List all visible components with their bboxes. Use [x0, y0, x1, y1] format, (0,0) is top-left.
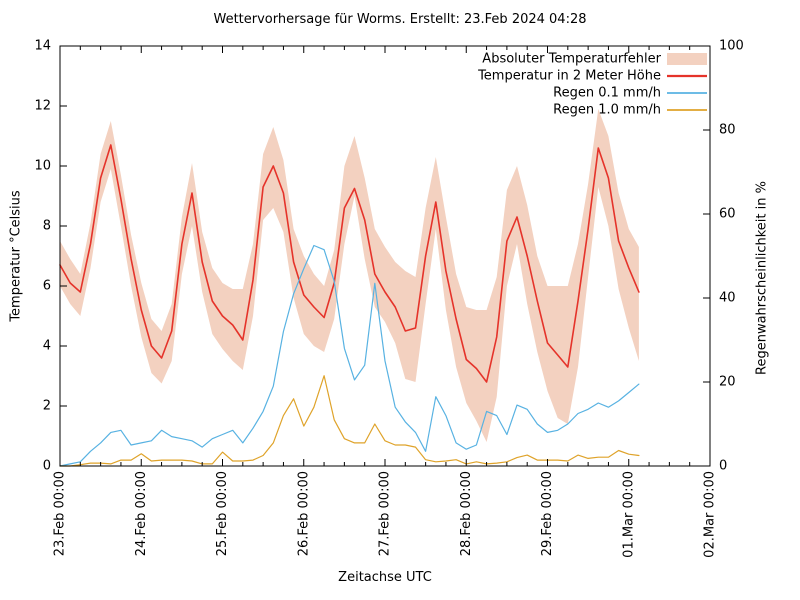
x-tick-label: 26.Feb 00:00 [296, 471, 311, 556]
y-left-tick-label: 8 [43, 219, 51, 234]
y-right-tick-label: 100 [719, 39, 744, 54]
y-left-tick-label: 4 [43, 339, 51, 354]
x-tick-label: 25.Feb 00:00 [215, 471, 230, 556]
y-right-tick-label: 80 [719, 123, 736, 138]
y-left-tick-label: 6 [43, 279, 51, 294]
x-tick-label: 23.Feb 00:00 [53, 471, 68, 556]
x-tick-label: 29.Feb 00:00 [540, 471, 555, 556]
x-tick-label: 27.Feb 00:00 [378, 471, 393, 556]
y-left-tick-label: 10 [34, 159, 51, 174]
error-band [60, 109, 639, 442]
legend-label-2: Regen 0.1 mm/h [553, 86, 661, 101]
y-left-tick-label: 0 [43, 459, 51, 474]
chart-title: Wettervorhersage für Worms. Erstellt: 23… [213, 12, 587, 27]
x-tick-label: 28.Feb 00:00 [459, 471, 474, 556]
legend-label-1: Temperatur in 2 Meter Höhe [477, 69, 661, 84]
y-left-tick-label: 14 [34, 39, 51, 54]
legend-swatch-band [667, 53, 707, 65]
x-tick-label: 02.Mar 00:00 [703, 471, 718, 558]
y-left-tick-label: 12 [34, 99, 51, 114]
x-tick-label: 01.Mar 00:00 [621, 471, 636, 558]
y-right-tick-label: 40 [719, 291, 736, 306]
y-right-tick-label: 0 [719, 459, 727, 474]
x-axis-label: Zeitachse UTC [338, 570, 432, 585]
y-right-tick-label: 20 [719, 375, 736, 390]
y-right-tick-label: 60 [719, 207, 736, 222]
legend-label-0: Absoluter Temperaturfehler [482, 52, 661, 67]
series-line-0 [59, 144, 640, 383]
series-line-2 [59, 375, 640, 467]
legend-label-3: Regen 1.0 mm/h [553, 103, 661, 118]
y-left-tick-label: 2 [43, 399, 51, 414]
series-line-1 [59, 244, 640, 467]
x-tick-label: 24.Feb 00:00 [134, 471, 149, 556]
